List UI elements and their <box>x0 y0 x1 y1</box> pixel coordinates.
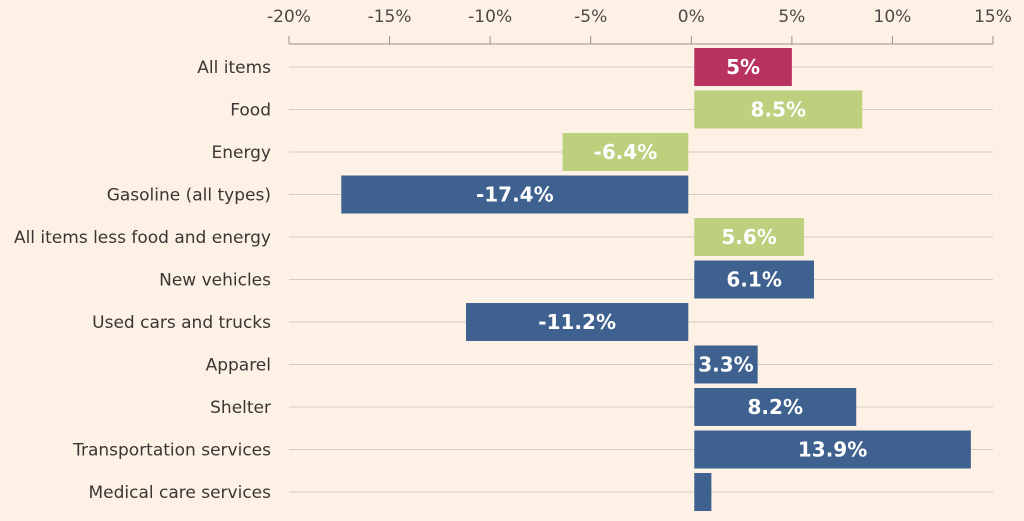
data-label: 13.9% <box>798 438 867 462</box>
data-label: -6.4% <box>594 140 658 164</box>
category-label: All items less food and energy <box>14 228 271 248</box>
category-label: Shelter <box>210 398 271 418</box>
data-label: 6.1% <box>726 268 781 292</box>
gridlines <box>289 66 993 493</box>
bar <box>694 218 804 256</box>
x-tick-label: -20% <box>267 7 311 27</box>
bar <box>694 473 712 511</box>
category-label: All items <box>197 58 271 78</box>
category-labels: All items Food Energy Gasoline (all types) A… <box>14 58 271 503</box>
x-tick-label: 0% <box>678 7 705 27</box>
bar <box>694 430 971 469</box>
category-label: Gasoline (all types) <box>107 186 271 206</box>
bar <box>694 90 863 129</box>
data-label: -11.2% <box>538 310 616 334</box>
category-label: Transportation services <box>72 441 271 461</box>
x-tick-label: 15% <box>974 7 1012 27</box>
x-tick-label: 5% <box>778 7 805 27</box>
data-labels: 5% 8.5% -6.4% -17.4% 5.6% 6.1% -11.2% 3.3% 8.2% 1… <box>476 55 867 462</box>
category-label: Apparel <box>206 356 271 376</box>
x-axis: -20% -15% -10% -5% 0% 5% 10% 15% <box>267 7 1012 45</box>
category-label: Food <box>230 101 271 121</box>
category-label: Medical care services <box>88 483 271 503</box>
x-tick-label: -15% <box>368 7 412 27</box>
bar <box>694 345 758 384</box>
data-label: 3.3% <box>698 353 753 377</box>
category-label: Used cars and trucks <box>92 313 271 333</box>
bar <box>341 175 689 214</box>
category-label: Energy <box>211 143 271 163</box>
category-label: New vehicles <box>159 271 271 291</box>
bars <box>341 48 971 511</box>
data-label: 8.2% <box>748 395 803 419</box>
bar <box>562 133 689 171</box>
bar <box>466 303 689 341</box>
bar <box>694 48 792 86</box>
bar <box>694 388 857 426</box>
data-label: 8.5% <box>751 98 806 122</box>
x-tick-label: 10% <box>874 7 912 27</box>
data-label: -17.4% <box>476 183 554 207</box>
data-label: 5.6% <box>721 225 776 249</box>
x-tick-label: -5% <box>574 7 607 27</box>
bar <box>694 260 814 299</box>
data-label: 5% <box>726 55 760 79</box>
x-tick-label: -10% <box>468 7 512 27</box>
